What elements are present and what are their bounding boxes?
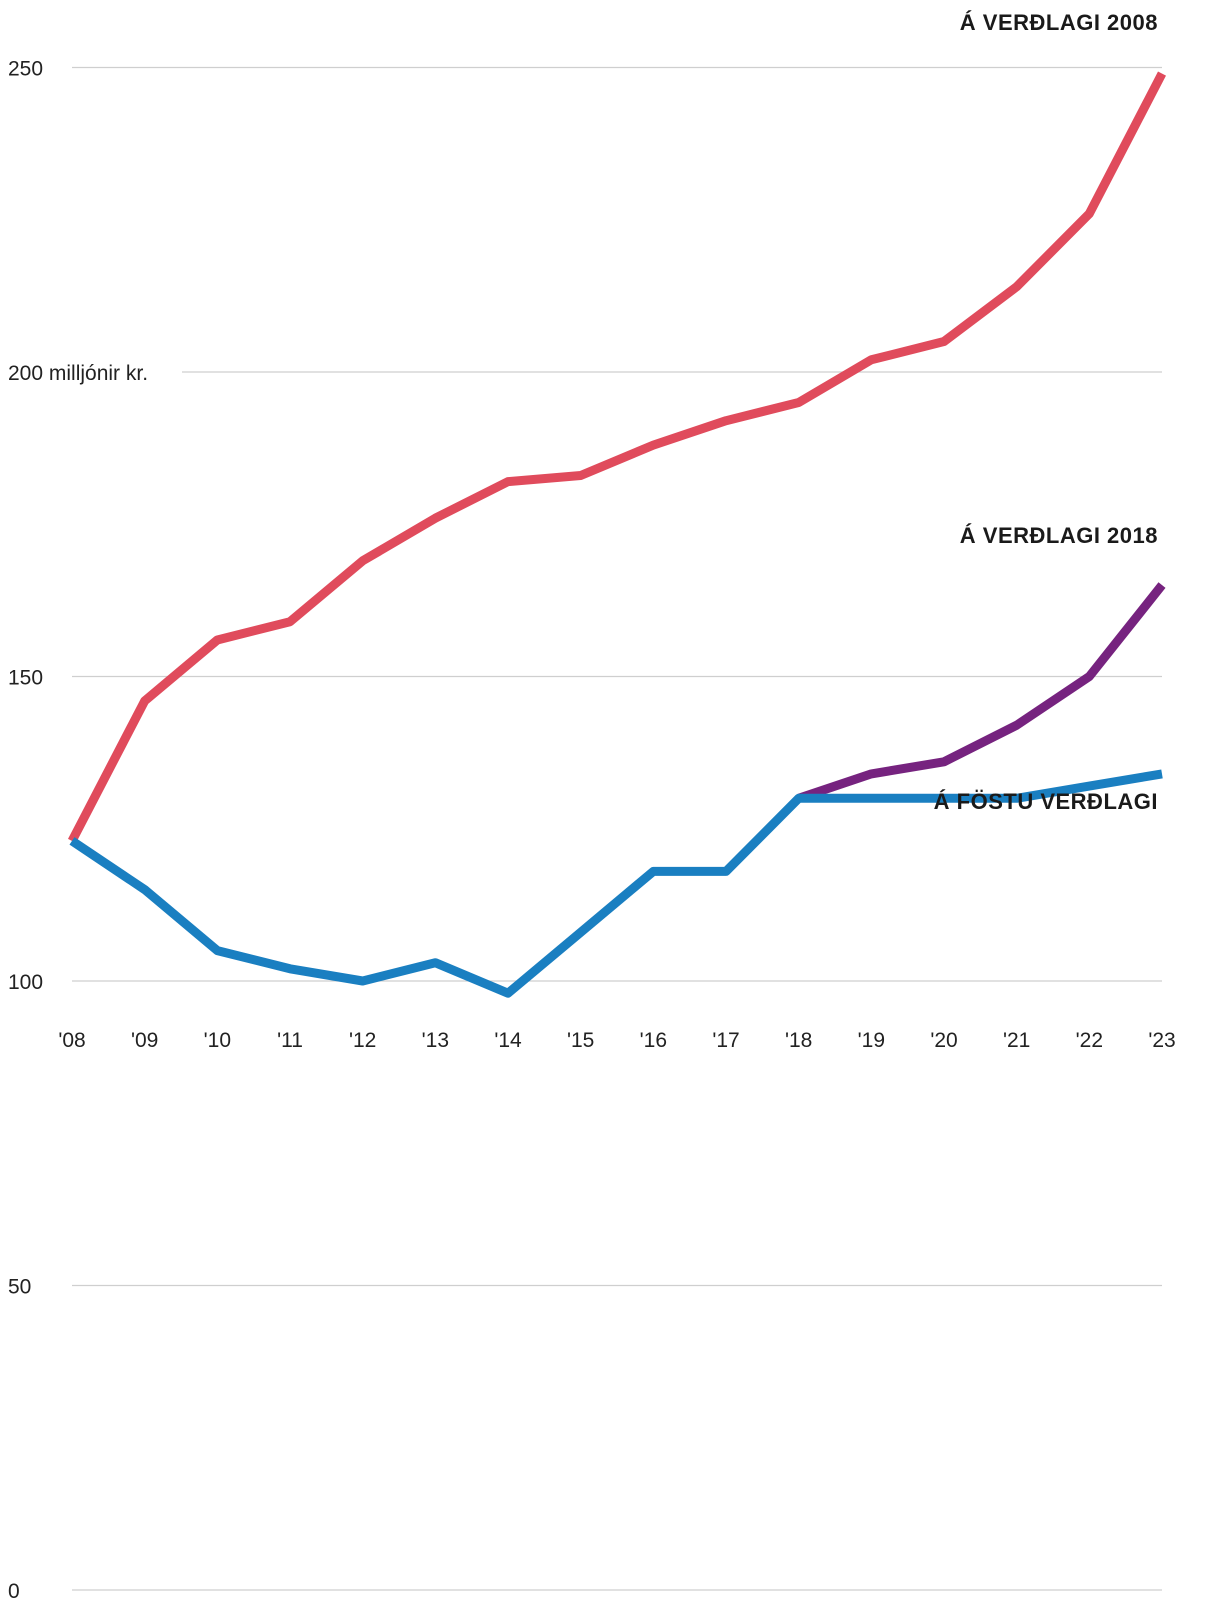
y-tick-label: 200 milljónir kr. [8,362,148,385]
y-axis-ticks: 0 50 100 150 200 milljónir kr. 250 [8,58,148,1600]
gridlines [72,66,1162,1591]
series-line-2 [69,769,1163,998]
x-tick-label: '23 [1148,1029,1175,1052]
x-tick-label: '17 [712,1029,739,1052]
x-tick-label: '20 [930,1029,957,1052]
series-labels: Á VERÐLAGI 2008 Á VERÐLAGI 2018 Á FÖSTU VE… [934,10,1158,814]
y-tick-label: 150 [8,667,43,690]
x-tick-label: '18 [785,1029,812,1052]
x-tick-label: '22 [1076,1029,1103,1052]
x-tick-label: '14 [494,1029,522,1052]
x-tick-label: '15 [567,1029,594,1052]
x-tick-label: '10 [204,1029,231,1052]
series-line-0 [68,71,1166,843]
series-label-1: Á VERÐLAGI 2018 [960,523,1158,548]
x-tick-label: '09 [131,1029,158,1052]
x-axis-ticks: '08 '09 '10 '11 '12 '13 '14 '15 '16 '17 '18 '19 '20 '… [58,1029,1175,1052]
series-label-2: Á FÖSTU VERÐLAGI [934,789,1158,814]
x-tick-label: '12 [349,1029,376,1052]
x-tick-label: '13 [422,1029,449,1052]
series-line-1 [797,582,1166,803]
y-tick-label: 0 [8,1580,20,1600]
x-tick-label: '16 [640,1029,667,1052]
x-tick-label: '19 [858,1029,885,1052]
x-tick-label: '11 [277,1029,303,1052]
series-lines [68,71,1166,998]
y-tick-label: 50 [8,1276,31,1299]
x-tick-label: '21 [1003,1029,1030,1052]
y-tick-label: 100 [8,971,43,994]
series-label-0: Á VERÐLAGI 2008 [960,10,1158,35]
x-tick-label: '08 [58,1029,85,1052]
y-tick-label: 250 [8,58,43,81]
